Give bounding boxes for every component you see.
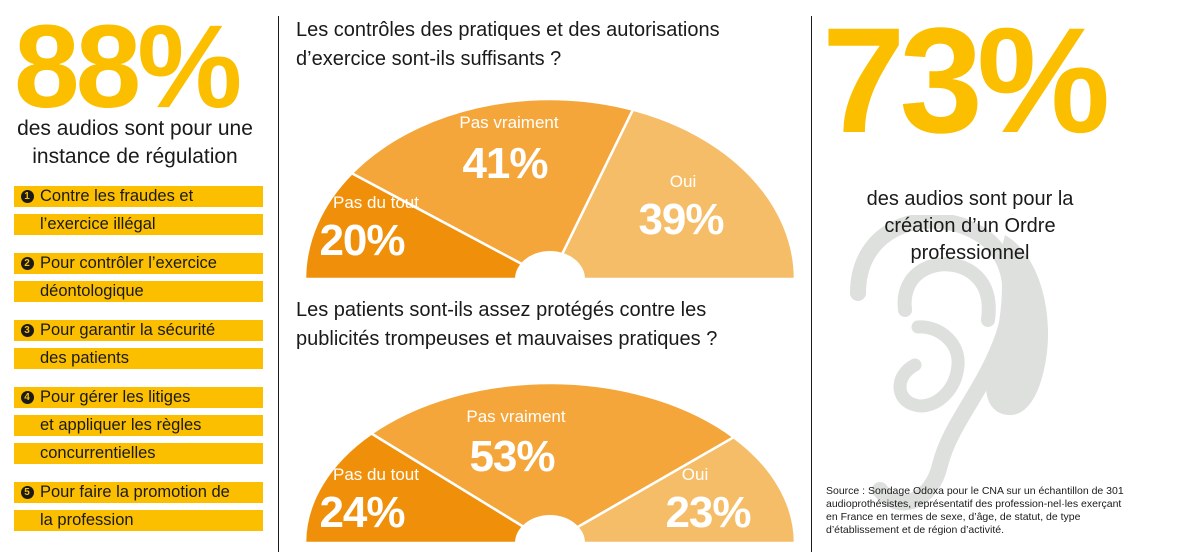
- reason-text: l’exercice illégal: [40, 215, 156, 233]
- reason-item: 5 Pour faire la promotion de la profession: [14, 482, 263, 531]
- reason-line: 5 Pour faire la promotion de: [14, 482, 263, 503]
- reason-line: 4 Pour gérer les litiges: [14, 387, 263, 408]
- reason-line: concurrentielles: [14, 443, 263, 464]
- gauge-label-pas-du-tout: Pas du tout: [333, 465, 419, 484]
- reason-line: la profession: [14, 510, 263, 531]
- reason-line: 3 Pour garantir la sécurité: [14, 320, 263, 341]
- question-2-title: Les patients sont-ils assez protégés con…: [296, 299, 718, 350]
- gauge-segment-pas-vraiment: [369, 381, 737, 545]
- reason-number-badge: 1: [14, 190, 40, 203]
- gauge-segment-pas-du-tout: [303, 431, 555, 545]
- reason-number: 2: [20, 257, 34, 270]
- reason-text: Contre les fraudes et: [40, 187, 194, 205]
- reasons-list: 1 Contre les fraudes et l’exercice illégal…: [14, 186, 263, 549]
- reason-number: 5: [20, 486, 34, 499]
- ear-icon: [850, 215, 1049, 511]
- reason-text: déontologique: [40, 282, 144, 300]
- gauge-label-oui: Oui: [670, 172, 696, 191]
- ordre-stat-caption: des audios sont pour la création d’un Or…: [866, 188, 1074, 264]
- regulation-stat-caption: des audios sont pour une instance de rég…: [17, 117, 253, 168]
- gauge-value-pas-du-tout: 20%: [319, 216, 404, 265]
- reason-item: 1 Contre les fraudes et l’exercice illégal: [14, 186, 263, 235]
- reason-line: déontologique: [14, 281, 263, 302]
- gauge-value-oui: 23%: [665, 488, 750, 537]
- reason-number: 1: [20, 190, 34, 203]
- reason-text: et appliquer les règles: [40, 416, 202, 434]
- source-note: Source : Sondage Odoxa pour le CNA sur u…: [826, 485, 1124, 536]
- gauge-label-pas-vraiment: Pas vraiment: [466, 407, 565, 426]
- gauge-hub: [515, 251, 585, 282]
- reason-text: Pour contrôler l’exercice: [40, 254, 217, 272]
- question-1-title: Les contrôles des pratiques et des autor…: [296, 19, 720, 70]
- reason-number-badge: 4: [14, 391, 40, 404]
- reason-text: concurrentielles: [40, 444, 156, 462]
- gauge-chart-2: Pas du tout 24% Pas vraiment 53% Oui 23%: [290, 381, 800, 549]
- gauge-value-oui: 39%: [638, 195, 723, 244]
- reason-text: Pour gérer les litiges: [40, 388, 191, 406]
- reason-line: 2 Pour contrôler l’exercice: [14, 253, 263, 274]
- column-divider-right: [811, 16, 812, 552]
- reason-line: 1 Contre les fraudes et: [14, 186, 263, 207]
- gauge-segment-pas-vraiment: [349, 97, 635, 281]
- regulation-stat-value: 88%: [14, 1, 242, 133]
- reason-text: Pour garantir la sécurité: [40, 321, 216, 339]
- reason-text: Pour faire la promotion de: [40, 483, 230, 501]
- reason-item: 2 Pour contrôler l’exercice déontologique: [14, 253, 263, 302]
- reason-number: 4: [20, 391, 34, 404]
- reason-text: des patients: [40, 349, 129, 367]
- gauge-chart-1: Pas du tout 20% Pas vraiment 41% Oui 39%: [290, 97, 800, 282]
- gauge-segment-pas-du-tout: [303, 171, 551, 281]
- reason-number: 3: [20, 324, 34, 337]
- gauge-value-pas-vraiment: 41%: [462, 139, 547, 188]
- ordre-stat-value: 73%: [822, 0, 1110, 164]
- reason-number-badge: 2: [14, 257, 40, 270]
- gauge-value-pas-vraiment: 53%: [469, 432, 554, 481]
- gauge-label-pas-vraiment: Pas vraiment: [459, 113, 558, 132]
- gauge-hub: [515, 515, 585, 549]
- column-divider-left: [278, 16, 279, 552]
- gauge-value-pas-du-tout: 24%: [319, 488, 404, 537]
- reason-text: la profession: [40, 511, 134, 529]
- gauge-segment-oui: [545, 435, 797, 545]
- reason-number-badge: 5: [14, 486, 40, 499]
- reason-number-badge: 3: [14, 324, 40, 337]
- gauge-label-pas-du-tout: Pas du tout: [333, 193, 419, 212]
- reason-line: et appliquer les règles: [14, 415, 263, 436]
- gauge-label-oui: Oui: [682, 465, 708, 484]
- reason-line: des patients: [14, 348, 263, 369]
- gauge-segment-oui: [547, 108, 797, 281]
- reason-line: l’exercice illégal: [14, 214, 263, 235]
- reason-item: 3 Pour garantir la sécurité des patients: [14, 320, 263, 369]
- reason-item: 4 Pour gérer les litiges et appliquer les …: [14, 387, 263, 464]
